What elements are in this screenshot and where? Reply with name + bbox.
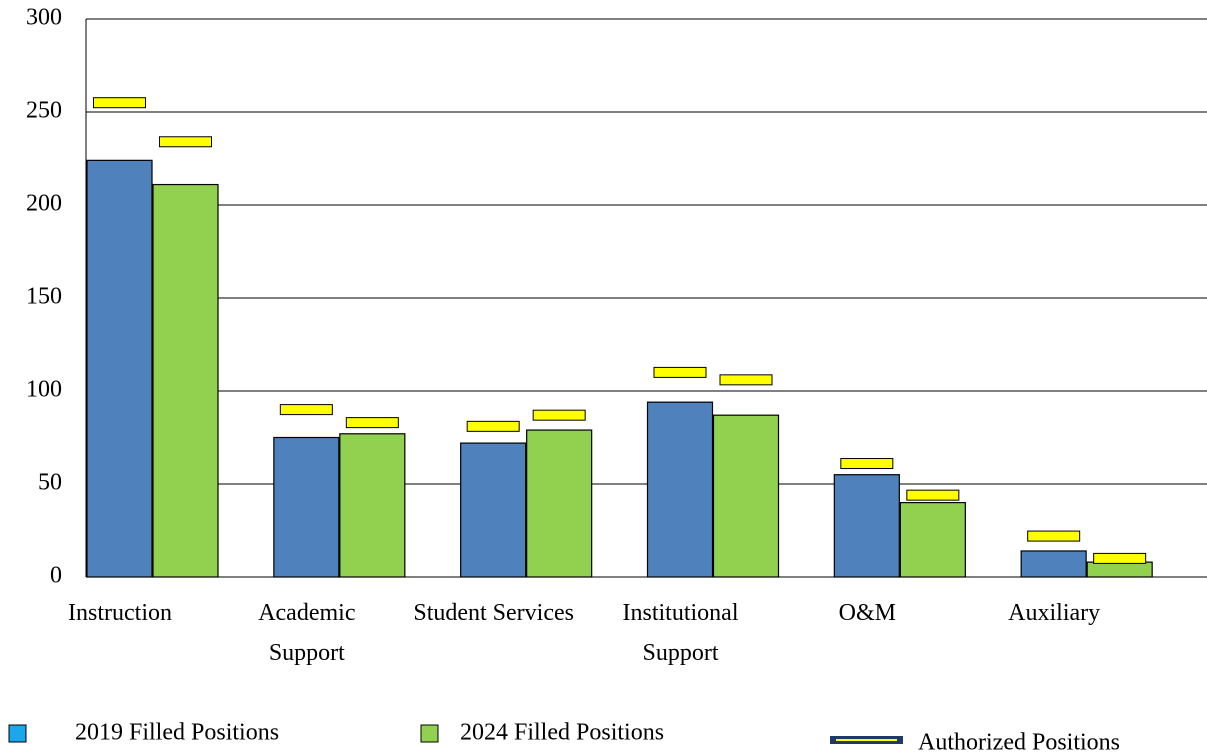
x-tick-label-line: O&M	[839, 600, 896, 626]
x-tick-label-line: Academic	[258, 600, 355, 626]
authorized-marker	[653, 366, 707, 378]
bar	[1086, 561, 1153, 578]
y-tick-label: 50	[38, 470, 62, 496]
bar	[899, 502, 966, 578]
y-tick-label: 100	[26, 377, 62, 403]
authorized-marker	[1027, 530, 1081, 542]
authorized-marker	[719, 374, 773, 386]
y-tick-label: 150	[26, 284, 62, 310]
x-tick-label: Institutional Support	[623, 600, 739, 666]
authorized-marker	[466, 420, 520, 432]
legend-swatch	[420, 724, 439, 743]
bar	[339, 433, 406, 578]
x-tick-label-line: Auxiliary	[1008, 600, 1100, 626]
bar	[152, 183, 219, 578]
x-tick-label: Instruction	[68, 600, 172, 626]
x-tick-label: Student Services	[413, 600, 574, 626]
x-tick-label-line: Instruction	[68, 600, 172, 626]
authorized-marker	[532, 409, 586, 421]
authorized-marker	[1093, 552, 1147, 564]
x-tick-label-line: Support	[269, 640, 345, 666]
legend-swatch	[8, 724, 27, 743]
bar	[646, 401, 714, 578]
x-tick-label-line: Support	[642, 640, 718, 666]
x-tick-label-line: Student Services	[413, 600, 574, 626]
x-tick-label: O&M	[839, 600, 896, 626]
bar	[526, 429, 593, 578]
x-tick-label: Auxiliary	[1008, 600, 1100, 626]
y-tick-label: 250	[26, 98, 62, 124]
authorized-marker	[93, 97, 146, 109]
authorized-marker	[345, 417, 399, 429]
bar	[460, 442, 527, 578]
legend-label: 2024 Filled Positions	[460, 720, 664, 746]
bar	[712, 414, 780, 578]
authorized-marker	[840, 458, 894, 470]
y-tick-label: 300	[26, 5, 62, 31]
authorized-marker	[279, 404, 333, 416]
bar	[1020, 550, 1087, 578]
bar	[86, 159, 153, 578]
x-tick-label: Academic Support	[258, 600, 355, 666]
authorized-marker	[906, 489, 960, 501]
authorized-marker	[159, 136, 212, 148]
x-tick-label-line: Institutional	[623, 600, 739, 626]
y-tick-label: 0	[50, 563, 62, 589]
legend-label: 2019 Filled Positions	[75, 720, 279, 746]
bar	[273, 436, 340, 578]
bar	[833, 474, 900, 578]
y-tick-label: 200	[26, 191, 62, 217]
legend-label: Authorized Positions	[918, 730, 1120, 756]
